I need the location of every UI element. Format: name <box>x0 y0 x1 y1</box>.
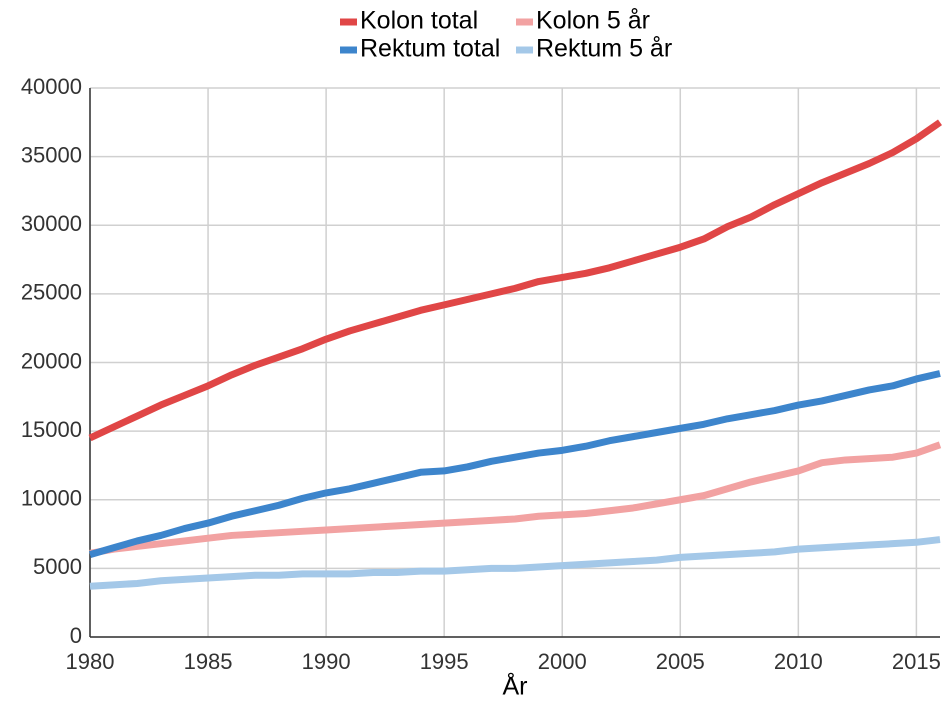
y-tick-label: 15000 <box>21 417 82 442</box>
legend-label: Kolon total <box>360 7 478 35</box>
y-tick-label: 35000 <box>21 142 82 167</box>
line <box>89 441 942 557</box>
y-tick-label: 25000 <box>21 280 82 305</box>
x-tick-label: 2000 <box>538 649 587 674</box>
y-tick-label: 30000 <box>21 211 82 236</box>
x-tick-label: 2015 <box>892 649 941 674</box>
y-tick-label: 40000 <box>21 74 82 99</box>
legend-label: Kolon 5 år <box>536 7 650 35</box>
legend-label: Rektum 5 år <box>536 35 672 63</box>
y-tick-label: 0 <box>70 623 82 648</box>
y-tick-label: 5000 <box>33 554 82 579</box>
x-tick-label: 1985 <box>184 649 233 674</box>
x-tick-label: 1995 <box>420 649 469 674</box>
legend-label: Rektum total <box>360 35 500 63</box>
y-tick-label: 10000 <box>21 486 82 511</box>
line <box>88 119 943 442</box>
y-tick-label: 20000 <box>21 348 82 373</box>
x-tick-label: 1980 <box>66 649 115 674</box>
x-axis-label: År <box>503 671 528 701</box>
x-tick-label: 1990 <box>302 649 351 674</box>
line <box>89 536 941 590</box>
x-tick-label: 2010 <box>774 649 823 674</box>
line <box>89 370 941 559</box>
x-tick-label: 2005 <box>656 649 705 674</box>
